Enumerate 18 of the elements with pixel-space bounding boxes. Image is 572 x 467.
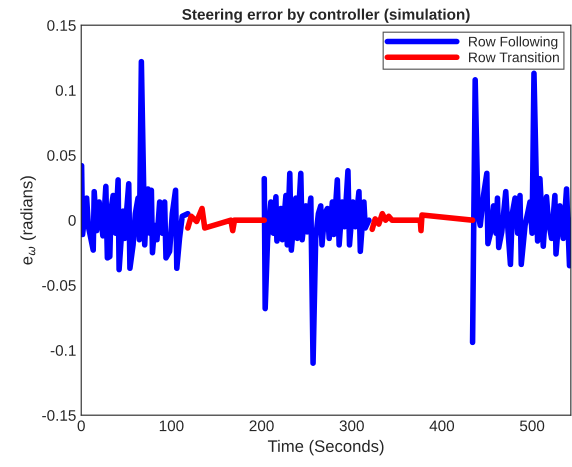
y-tick-label: 0.1 xyxy=(56,85,76,96)
y-tick-label: 0 xyxy=(68,215,76,226)
legend-label: Row Transition xyxy=(469,52,559,62)
legend-label: Row Following xyxy=(469,36,558,50)
x-tick-label: 100 xyxy=(160,420,184,432)
chart-title: Steering error by controller (simulation) xyxy=(182,8,470,23)
x-tick-label: 300 xyxy=(340,420,364,432)
y-tick-label: -0.05 xyxy=(42,280,76,291)
x-tick-label: 400 xyxy=(430,420,454,432)
y-tick-label: 0.05 xyxy=(47,150,76,161)
x-tick-label: 500 xyxy=(520,420,544,432)
y-tick-label: 0.15 xyxy=(47,20,76,31)
x-tick-label: 200 xyxy=(250,420,274,432)
x-tick-label: 0 xyxy=(78,420,85,432)
y-tick-label: -0.15 xyxy=(42,410,76,421)
y-tick-label: -0.1 xyxy=(50,345,76,356)
x-axis-title: Time (Seconds) xyxy=(268,440,384,456)
y-axis-title: e$_{ω}$ (radians) xyxy=(20,176,36,265)
